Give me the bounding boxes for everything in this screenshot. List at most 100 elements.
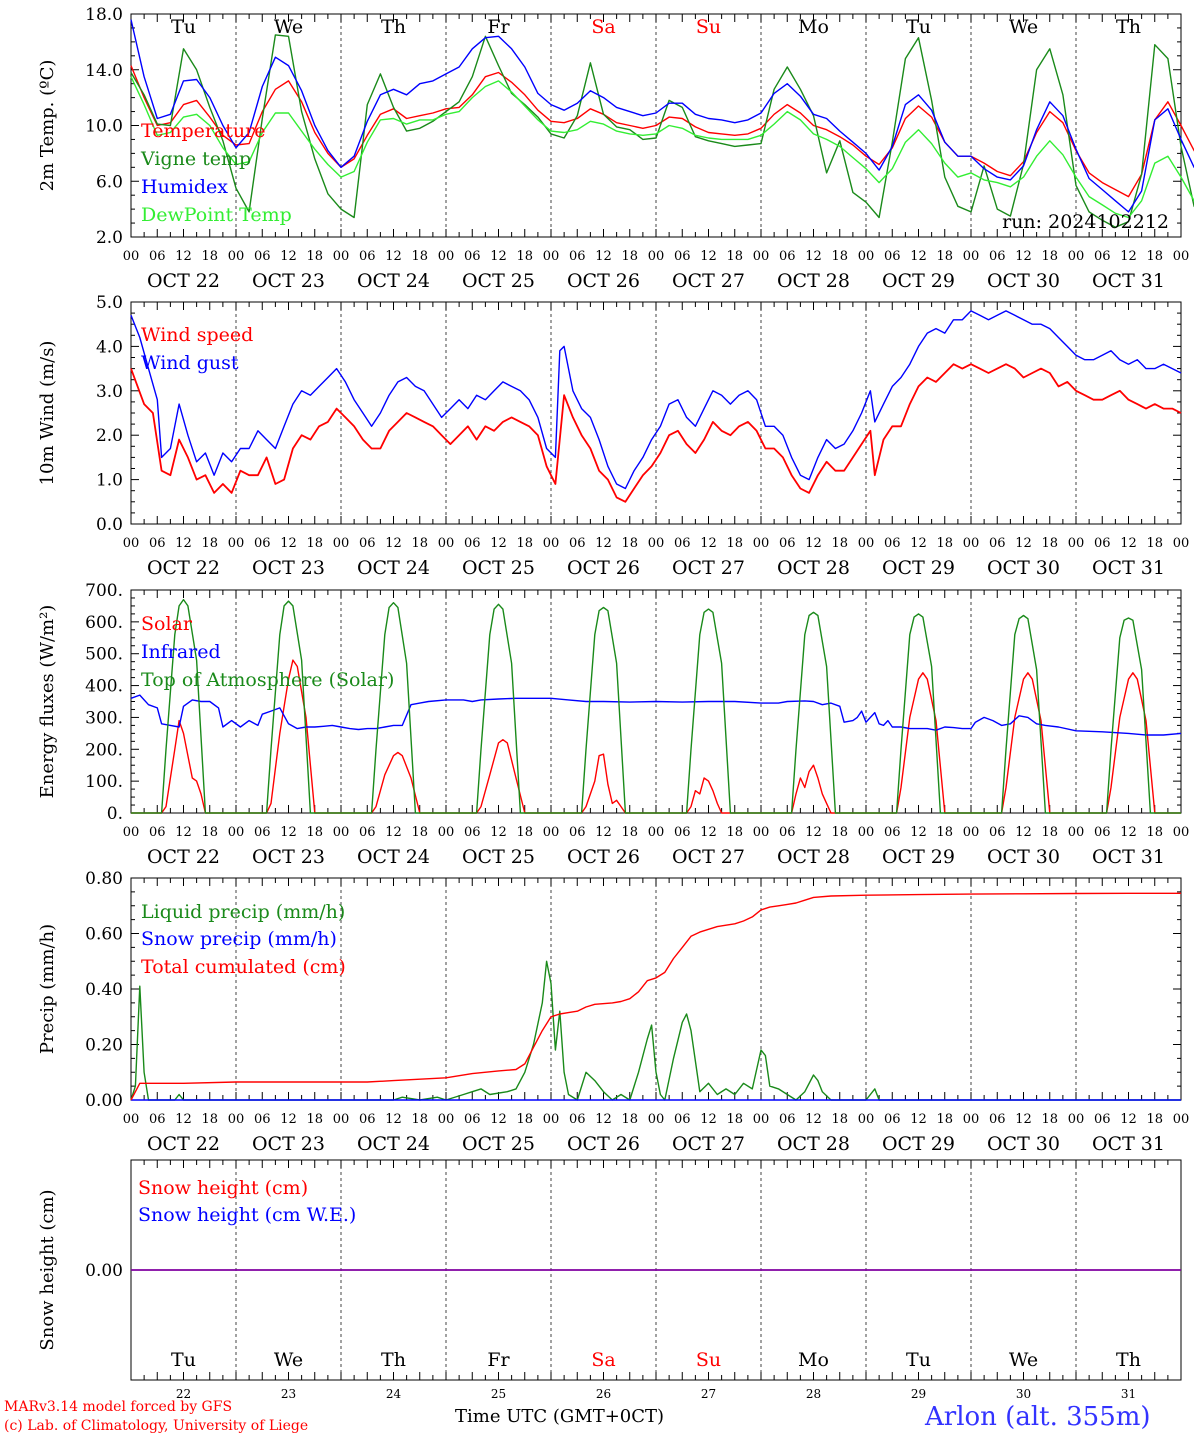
hour-tick-label: 18 xyxy=(1041,1112,1058,1127)
date-label: OCT 28 xyxy=(777,270,850,292)
hour-tick-label: 00 xyxy=(333,1112,350,1127)
hour-tick-label: 18 xyxy=(201,249,218,264)
hour-tick-label: 12 xyxy=(595,1112,612,1127)
hour-tick-label: 00 xyxy=(753,249,770,264)
y-tick-label: 700. xyxy=(85,581,123,601)
hour-tick-label: 00 xyxy=(753,1112,770,1127)
date-label: OCT 30 xyxy=(987,270,1060,292)
day-name-label: We xyxy=(1009,16,1038,38)
day-name-label: Su xyxy=(696,1349,721,1371)
hour-tick-label: 06 xyxy=(464,536,481,551)
legend-entry: Temperature xyxy=(141,120,265,142)
legend-entry: Solar xyxy=(141,613,193,635)
hour-tick-label: 06 xyxy=(149,536,166,551)
hour-tick-label: 00 xyxy=(1173,825,1190,840)
y-axis-title: Precip (mm/h) xyxy=(37,924,58,1054)
hour-tick-label: 00 xyxy=(123,249,140,264)
hour-tick-label: 12 xyxy=(385,249,402,264)
legend-entry: DewPoint Temp xyxy=(141,204,292,226)
hour-tick-label: 00 xyxy=(963,249,980,264)
hour-tick-label: 06 xyxy=(149,249,166,264)
hour-tick-label: 00 xyxy=(1173,249,1190,264)
hour-tick-label: 00 xyxy=(438,249,455,264)
hour-tick-label: 12 xyxy=(805,536,822,551)
y-axis-title: 10m Wind (m/s) xyxy=(37,341,58,486)
legend-entry: Vigne temp xyxy=(140,148,251,170)
hour-tick-label: 00 xyxy=(648,1112,665,1127)
hour-tick-label: 18 xyxy=(306,1112,323,1127)
hour-tick-label: 18 xyxy=(621,249,638,264)
hour-tick-label: 06 xyxy=(464,825,481,840)
hour-tick-label: 06 xyxy=(779,249,796,264)
panel-1: 2.0 6.0 10.0 14.0 18.0 2m Temp. (ºC) 00 06 12 18 O… xyxy=(37,5,1194,292)
date-label: OCT 29 xyxy=(882,557,955,579)
hour-tick-label: 12 xyxy=(1015,1112,1032,1127)
hour-tick-label: 12 xyxy=(175,825,192,840)
y-tick-label: 0.40 xyxy=(85,980,123,1000)
panel-2: 0.0 1.0 2.0 3.0 4.0 5.0 10m Wind (m/s) 00 06 12 18… xyxy=(37,293,1189,579)
hour-tick-label: 18 xyxy=(831,825,848,840)
y-tick-label: 2.0 xyxy=(96,426,123,446)
hour-tick-label: 00 xyxy=(543,825,560,840)
hour-tick-label: 00 xyxy=(1068,1112,1085,1127)
hour-tick-label: 12 xyxy=(1120,1112,1137,1127)
date-label: OCT 26 xyxy=(567,557,640,579)
date-label: OCT 27 xyxy=(672,846,745,868)
hour-tick-label: 18 xyxy=(1041,249,1058,264)
day-name-label: Mo xyxy=(798,1349,829,1371)
hour-tick-label: 12 xyxy=(490,1112,507,1127)
hour-tick-label: 18 xyxy=(936,249,953,264)
legend-entry: Wind speed xyxy=(141,324,253,346)
hour-tick-label: 00 xyxy=(543,536,560,551)
date-label: OCT 22 xyxy=(147,270,220,292)
hour-tick-label: 12 xyxy=(490,825,507,840)
series-line-dewpoint-temp xyxy=(130,76,1194,219)
hour-tick-label: 00 xyxy=(438,825,455,840)
hour-tick-label: 18 xyxy=(936,1112,953,1127)
hour-tick-label: 12 xyxy=(1120,249,1137,264)
hour-tick-label: 00 xyxy=(123,825,140,840)
hour-tick-label: 00 xyxy=(858,825,875,840)
hour-tick-label: 18 xyxy=(201,1112,218,1127)
y-tick-label: 14.0 xyxy=(85,61,123,81)
hour-tick-label: 06 xyxy=(359,825,376,840)
day-number-label: 22 xyxy=(176,1387,191,1401)
date-label: OCT 31 xyxy=(1092,1133,1165,1155)
hour-tick-label: 06 xyxy=(674,249,691,264)
date-label: OCT 30 xyxy=(987,1133,1060,1155)
day-name-label: Su xyxy=(696,16,721,38)
y-tick-label: 5.0 xyxy=(96,293,123,313)
day-name-label: Th xyxy=(1116,16,1141,38)
hour-tick-label: 12 xyxy=(700,536,717,551)
hour-tick-label: 00 xyxy=(858,249,875,264)
date-label: OCT 31 xyxy=(1092,846,1165,868)
hour-tick-label: 00 xyxy=(1068,536,1085,551)
date-label: OCT 29 xyxy=(882,270,955,292)
hour-tick-label: 12 xyxy=(805,249,822,264)
day-number-label: 30 xyxy=(1016,1387,1031,1401)
hour-tick-label: 18 xyxy=(306,536,323,551)
hour-tick-label: 12 xyxy=(175,249,192,264)
hour-tick-label: 00 xyxy=(648,825,665,840)
hour-tick-label: 00 xyxy=(753,536,770,551)
hour-tick-label: 06 xyxy=(779,825,796,840)
y-axis-title: 2m Temp. (ºC) xyxy=(37,60,58,192)
hour-tick-label: 00 xyxy=(543,249,560,264)
location-label: Arlon (alt. 355m) xyxy=(925,1402,1151,1432)
y-tick-label: 0.60 xyxy=(85,925,123,945)
y-tick-label: 0.80 xyxy=(85,869,123,889)
day-name-label: Fr xyxy=(487,16,510,38)
model-credit: MARv3.14 model forced by GFS xyxy=(4,1399,233,1415)
hour-tick-label: 12 xyxy=(910,1112,927,1127)
hour-tick-label: 18 xyxy=(306,249,323,264)
hour-tick-label: 12 xyxy=(595,249,612,264)
legend-entry: Top of Atmosphere (Solar) xyxy=(141,669,394,691)
hour-tick-label: 06 xyxy=(674,825,691,840)
hour-tick-label: 06 xyxy=(149,825,166,840)
hour-tick-label: 18 xyxy=(831,249,848,264)
legend-entry: Snow height (cm W.E.) xyxy=(138,1204,356,1226)
hour-tick-label: 18 xyxy=(201,536,218,551)
hour-tick-label: 18 xyxy=(1041,825,1058,840)
hour-tick-label: 00 xyxy=(438,1112,455,1127)
hour-tick-label: 12 xyxy=(595,825,612,840)
